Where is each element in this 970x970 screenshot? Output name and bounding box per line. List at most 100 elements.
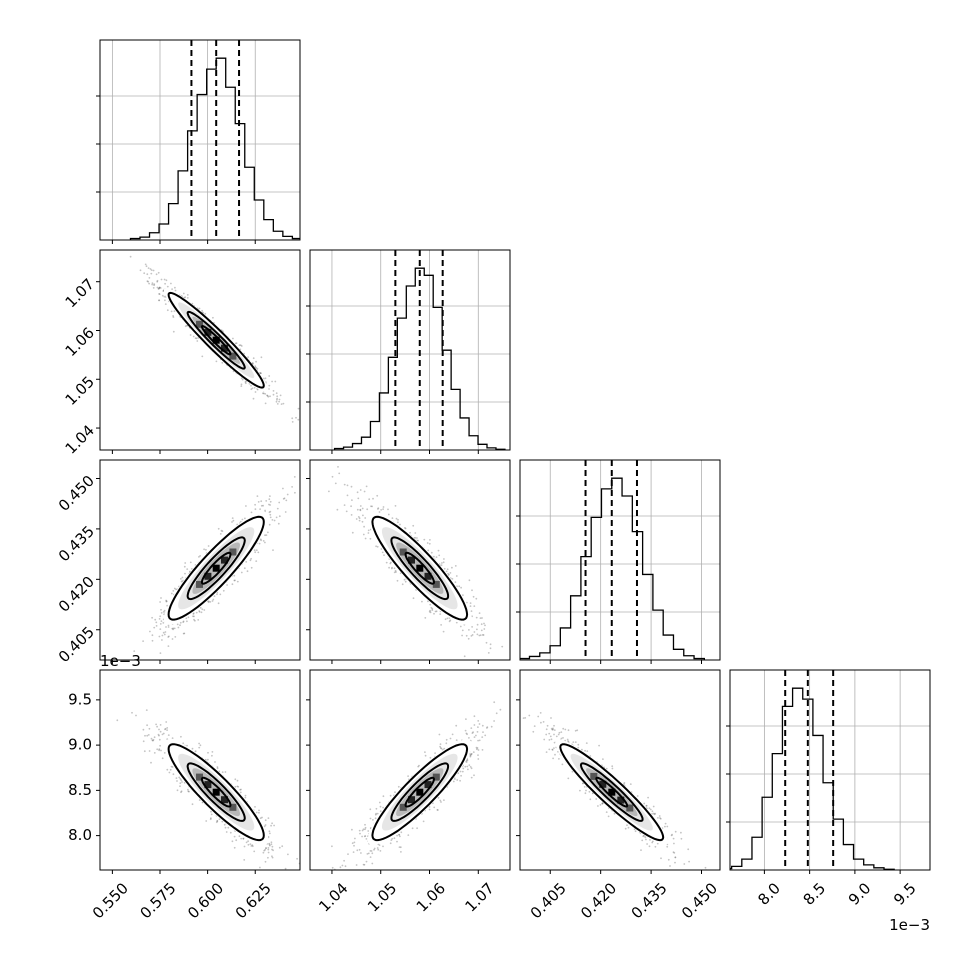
scatter-point xyxy=(165,279,168,282)
scatter-point xyxy=(157,733,160,736)
scatter-point xyxy=(278,515,281,518)
scatter-point xyxy=(470,610,473,612)
scatter-point xyxy=(478,634,481,637)
scatter-point xyxy=(157,271,160,274)
scatter-point xyxy=(465,761,468,763)
scatter-point xyxy=(367,852,370,855)
scatter-point xyxy=(192,615,194,618)
scatter-point xyxy=(445,738,448,741)
scatter-point xyxy=(162,631,165,634)
scatter-point xyxy=(365,860,368,863)
scatter-point xyxy=(198,307,201,310)
scatter-point xyxy=(443,558,445,560)
scatter-point xyxy=(161,639,163,641)
scatter-point xyxy=(295,416,297,419)
scatter-point xyxy=(153,283,156,285)
scatter-point xyxy=(199,744,202,747)
scatter-point xyxy=(194,619,196,622)
scatter-point xyxy=(192,613,195,615)
scatter-point xyxy=(473,724,476,726)
scatter-point xyxy=(151,283,154,286)
scatter-point xyxy=(187,788,189,791)
scatter-point xyxy=(172,590,175,592)
scatter-point xyxy=(351,499,353,501)
scatter-point xyxy=(129,255,132,258)
scatter-point xyxy=(442,561,445,564)
scatter-point xyxy=(364,517,367,519)
scatter-point xyxy=(368,498,371,501)
scatter-point xyxy=(396,579,399,582)
scatter-point xyxy=(275,516,278,519)
scatter-point xyxy=(267,531,269,534)
scatter-point xyxy=(149,268,152,270)
x-tick-label: 0.625 xyxy=(232,879,275,922)
scatter-point xyxy=(480,623,483,626)
scatter-point xyxy=(478,723,481,725)
scatter-point xyxy=(471,589,473,592)
scatter-point xyxy=(165,600,168,602)
scatter-point xyxy=(145,709,148,711)
scatter-point xyxy=(161,757,164,760)
scatter-point xyxy=(250,557,253,560)
scatter-point xyxy=(268,375,271,377)
scatter-point xyxy=(377,507,380,509)
scatter-point xyxy=(233,846,236,849)
scatter-point xyxy=(160,620,163,622)
scatter-point xyxy=(423,538,426,541)
scatter-point xyxy=(412,524,415,527)
scatter-point xyxy=(205,548,207,551)
density-cell xyxy=(204,781,212,789)
scatter-point xyxy=(394,569,397,572)
scatter-point xyxy=(166,604,169,607)
density-cell xyxy=(432,580,440,588)
scatter-point xyxy=(209,601,212,603)
scatter-point xyxy=(476,623,479,626)
scatter-point xyxy=(162,622,165,624)
x-tick-label: 0.600 xyxy=(184,879,227,922)
scatter-point xyxy=(433,612,435,615)
scatter-point xyxy=(158,635,161,638)
scatter-point xyxy=(153,284,156,287)
y-tick-label: 1.05 xyxy=(62,373,98,409)
scatter-point xyxy=(397,518,399,521)
scatter-point xyxy=(269,395,271,398)
scatter-point xyxy=(424,754,427,757)
scatter-point xyxy=(186,294,189,296)
scatter-point xyxy=(252,357,255,360)
scatter-point xyxy=(465,732,468,735)
scatter-point xyxy=(287,881,289,883)
scatter-point xyxy=(262,540,265,542)
scatter-point xyxy=(385,561,388,564)
scatter-point xyxy=(431,607,434,610)
panel-frame xyxy=(519,459,721,661)
scatter-point xyxy=(297,407,300,410)
scatter-point xyxy=(339,866,342,869)
histogram-panel-0 xyxy=(96,39,301,244)
scatter-point xyxy=(212,316,214,319)
scatter-point xyxy=(197,619,200,621)
scatter-point xyxy=(167,645,170,647)
scatter-point xyxy=(259,372,262,375)
scatter-point xyxy=(412,597,415,600)
scatter-point xyxy=(236,779,239,782)
scatter-point xyxy=(172,628,175,631)
scatter-point xyxy=(161,733,164,736)
scatter-point xyxy=(207,600,210,603)
scatter-point xyxy=(195,337,198,340)
scatter-point xyxy=(173,587,176,590)
scatter-point xyxy=(207,545,210,547)
scatter-point xyxy=(186,620,188,623)
scatter-point xyxy=(376,545,379,548)
scatter-point xyxy=(276,395,279,398)
scatter-point xyxy=(372,819,374,821)
density-panel-1-3: 1.04 1.05 1.06 1.07 xyxy=(306,669,511,916)
scatter-point xyxy=(209,818,212,821)
scatter-point xyxy=(237,785,240,788)
density-cell xyxy=(196,320,203,328)
scatter-point xyxy=(370,505,372,508)
scatter-point xyxy=(414,532,417,534)
scatter-point xyxy=(428,610,431,613)
scatter-point xyxy=(167,624,170,627)
scatter-point xyxy=(180,735,182,738)
